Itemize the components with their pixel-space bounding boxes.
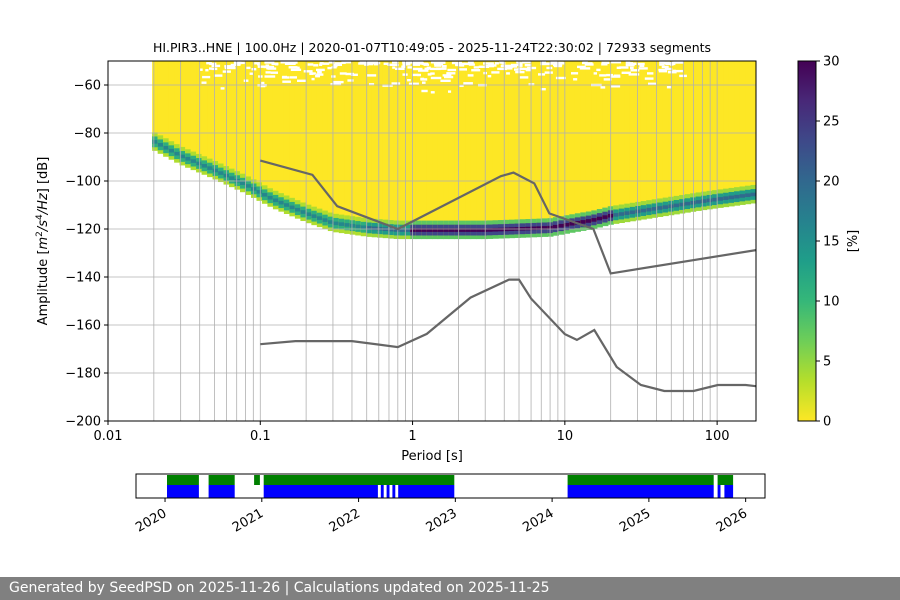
availability-span xyxy=(567,485,714,498)
y-tick-label: −100 xyxy=(65,175,101,190)
availability-span xyxy=(167,485,199,498)
availability-span xyxy=(392,485,396,498)
timeline-tick-label: 2024 xyxy=(520,506,556,536)
y-tick-label: −60 xyxy=(74,79,101,94)
availability-span xyxy=(167,475,199,485)
timeline-tick-label: 2026 xyxy=(714,506,750,536)
nhnm-curve xyxy=(260,159,756,275)
availability-span xyxy=(208,485,235,498)
availability-span xyxy=(386,485,390,498)
availability-span xyxy=(717,485,721,498)
colorbar-tick-label: 0 xyxy=(823,415,831,430)
x-tick-label: 100 xyxy=(705,429,730,444)
data-availability-timeline xyxy=(167,475,734,498)
x-tick-label: 10 xyxy=(557,429,574,444)
x-tick-label: 0.1 xyxy=(250,429,271,444)
timeline-frame xyxy=(135,473,766,499)
availability-span xyxy=(724,485,734,498)
y-tick-label: −120 xyxy=(65,223,101,238)
y-tick-label: −140 xyxy=(65,271,101,286)
availability-span xyxy=(208,475,235,485)
nlnm-curve xyxy=(260,278,756,393)
timeline-tick-label: 2023 xyxy=(424,506,460,536)
x-axis-label: Period [s] xyxy=(401,449,463,464)
timeline-tick-label: 2022 xyxy=(327,506,363,536)
y-axis-label: Amplitude [m2/s4/Hz] [dB] xyxy=(35,157,51,326)
timeline-tick-label: 2021 xyxy=(230,506,266,536)
availability-span xyxy=(254,475,260,485)
colorbar-tick-label: 5 xyxy=(823,355,831,370)
x-tick-label: 1 xyxy=(408,429,416,444)
colorbar-tick-label: 20 xyxy=(823,175,840,190)
colorbar xyxy=(797,60,817,422)
psd-heatmap xyxy=(152,61,756,240)
availability-span xyxy=(263,485,378,498)
y-tick-label: −80 xyxy=(74,127,101,142)
colorbar-tick-label: 10 xyxy=(823,295,840,310)
footer-text: Generated by SeedPSD on 2025-11-26 | Cal… xyxy=(0,577,900,600)
chart-title: HI.PIR3..HNE | 100.0Hz | 2020-01-07T10:4… xyxy=(153,40,711,55)
colorbar-label: [%] xyxy=(846,230,861,253)
availability-span xyxy=(567,475,714,485)
x-tick-label: 0.01 xyxy=(94,429,123,444)
y-tick-label: −200 xyxy=(65,415,101,430)
plot-frame xyxy=(107,60,757,422)
y-tick-label: −160 xyxy=(65,319,101,334)
colorbar-tick-label: 15 xyxy=(823,235,840,250)
timeline-tick-label: 2020 xyxy=(133,506,169,536)
y-tick-label: −180 xyxy=(65,367,101,382)
timeline-tick-label: 2025 xyxy=(617,506,653,536)
colorbar-tick-label: 30 xyxy=(823,55,840,70)
availability-span xyxy=(263,475,455,485)
availability-span xyxy=(398,485,455,498)
availability-span xyxy=(380,485,384,498)
colorbar-tick-label: 25 xyxy=(823,115,840,130)
availability-span xyxy=(717,475,734,485)
